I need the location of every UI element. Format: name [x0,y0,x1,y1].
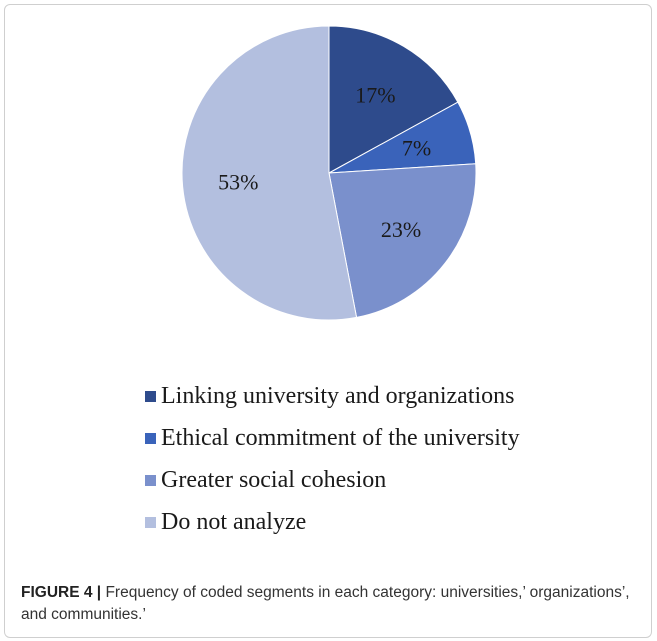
caption-separator: | [96,584,102,601]
slice-data-label-0: 17% [355,83,395,108]
slice-data-label-1: 7% [402,136,431,161]
legend-swatch [145,474,156,486]
pie-slice-3 [181,25,358,321]
legend-item-2: Greater social cohesion [145,459,520,501]
legend-item-1: Ethical commitment of the university [145,417,520,459]
pie-slice-2 [328,163,477,318]
legend-label: Do not analyze [161,508,307,535]
figure-panel: 17% 7% 23% 53% Linking university and organ… [4,4,652,638]
pie-chart: 17% 7% 23% 53% Linking university and organ… [5,5,653,565]
legend-item-3: Do not analyze [145,501,520,543]
figure-number: FIGURE 4 [21,584,93,601]
chart-legend: Linking university and organizations Ethi… [145,375,520,543]
legend-label: Greater social cohesion [161,466,387,493]
legend-label: Linking university and organizations [161,382,515,409]
legend-label: Ethical commitment of the university [161,424,520,451]
legend-swatch [145,390,156,402]
figure-caption: FIGURE 4 | Frequency of coded segments i… [21,582,636,626]
slice-data-label-3: 53% [218,170,258,195]
caption-text: Frequency of coded segments in each cate… [21,584,630,623]
slice-data-label-2: 23% [381,217,421,242]
legend-item-0: Linking university and organizations [145,375,520,417]
pie-chart-svg: 17% 7% 23% 53% [181,25,477,321]
legend-swatch [145,516,156,528]
pie-slice-0 [328,25,459,174]
legend-swatch [145,432,156,444]
